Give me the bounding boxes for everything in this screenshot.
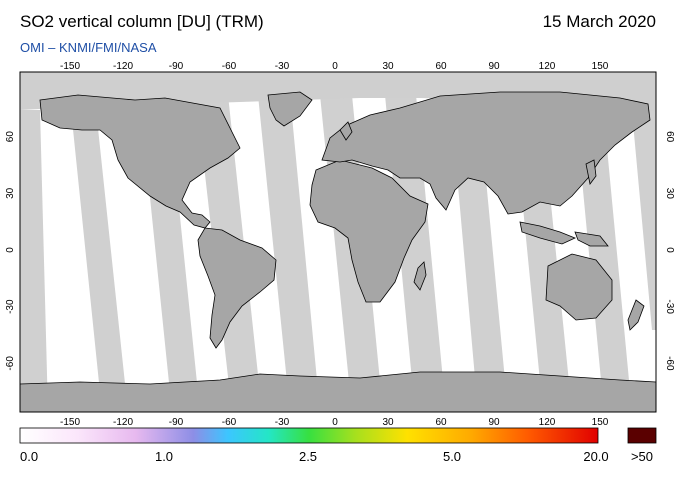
new-zealand xyxy=(627,299,645,331)
south-america xyxy=(197,227,277,349)
indonesia xyxy=(519,221,577,245)
lon-tick-label-bottom: 120 xyxy=(539,417,556,428)
orbit-gap xyxy=(70,100,128,412)
lon-tick-label-bottom: 90 xyxy=(488,417,500,428)
lon-tick-label-top: 0 xyxy=(332,61,338,72)
map-date: 15 March 2020 xyxy=(542,12,656,31)
colorbar-label: 20.0 xyxy=(583,449,609,464)
map-frame xyxy=(19,71,657,413)
lon-tick-label-top: -120 xyxy=(113,61,133,72)
lon-tick-label-bottom: 0 xyxy=(332,417,338,428)
lon-tick-label-bottom: 60 xyxy=(435,417,447,428)
lon-tick-label-bottom: -150 xyxy=(60,417,80,428)
lat-tick-label-right: -60 xyxy=(664,356,675,371)
lon-tick-label-bottom: 150 xyxy=(592,417,609,428)
lon-tick-label-top: 90 xyxy=(488,61,500,72)
lat-tick-label-left: 30 xyxy=(5,187,16,199)
lat-tick-label-right: 0 xyxy=(664,247,675,253)
colorbar-overflow-label: >50 xyxy=(630,449,654,464)
colorbar xyxy=(19,427,599,444)
lon-tick-label-top: 150 xyxy=(592,61,609,72)
graticule-ticks: -150 -150 -120 -120 -90 -90 -60 -60 -30 -30 0 0 30 30… xyxy=(5,61,675,428)
lon-tick-label-top: 30 xyxy=(382,61,394,72)
lon-tick-label-bottom: -120 xyxy=(113,417,133,428)
lon-tick-label-top: -60 xyxy=(222,61,237,72)
australia xyxy=(545,253,613,321)
lon-tick-label-bottom: -90 xyxy=(169,417,184,428)
colorbar-label: 2.5 xyxy=(298,449,318,464)
eurasia xyxy=(321,91,651,215)
africa xyxy=(309,159,429,303)
lat-tick-label-right: 30 xyxy=(664,188,675,200)
lat-tick-label-left: -60 xyxy=(5,356,16,371)
orbit-gap xyxy=(630,90,656,330)
orbit-gap xyxy=(20,110,48,412)
lon-tick-label-bottom: -30 xyxy=(275,417,290,428)
lat-tick-label-left: 60 xyxy=(5,131,16,143)
continents xyxy=(20,91,656,412)
lon-tick-label-bottom: 30 xyxy=(382,417,394,428)
lon-tick-label-bottom: -60 xyxy=(222,417,237,428)
lon-tick-label-top: -30 xyxy=(275,61,290,72)
antarctica xyxy=(20,371,656,412)
lon-tick-label-top: 120 xyxy=(539,61,556,72)
colorbar-label: 1.0 xyxy=(154,449,174,464)
greenland xyxy=(267,91,313,127)
japan xyxy=(585,159,597,185)
orbit-gap xyxy=(258,95,320,412)
colorbar-label: 0.0 xyxy=(20,449,39,464)
lat-tick-label-right: 60 xyxy=(664,131,675,143)
colorbar-label: 5.0 xyxy=(442,449,462,464)
north-america xyxy=(39,94,241,229)
new-guinea xyxy=(574,231,609,247)
lat-tick-label-right: -30 xyxy=(664,299,675,314)
madagascar xyxy=(413,261,427,291)
british-isles xyxy=(339,121,353,141)
lon-tick-label-top: -150 xyxy=(60,61,80,72)
colorbar-overflow-swatch xyxy=(627,427,657,444)
lon-tick-label-top: -90 xyxy=(169,61,184,72)
map-title: SO2 vertical column [DU] (TRM) xyxy=(20,12,264,31)
lat-tick-label-left: -30 xyxy=(5,299,16,314)
data-credit: OMI – KNMI/FMI/NASA xyxy=(20,40,157,55)
lat-tick-label-left: 0 xyxy=(5,247,16,253)
lon-tick-label-top: 60 xyxy=(435,61,447,72)
